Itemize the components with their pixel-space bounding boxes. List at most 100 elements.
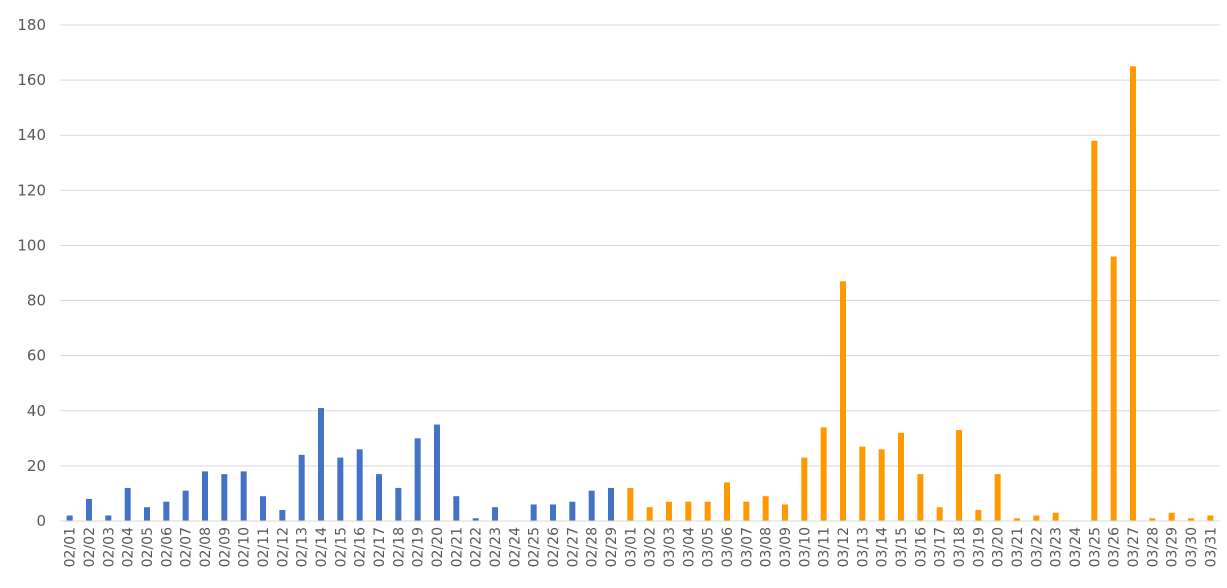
bar-03-26 <box>1110 256 1117 521</box>
x-tick-label: 02/14 <box>314 527 330 567</box>
x-tick-label: 03/19 <box>971 527 987 567</box>
bar-03-15 <box>898 432 904 521</box>
x-tick-label: 03/04 <box>681 527 697 567</box>
bar-02-06 <box>163 501 170 521</box>
bar-02-02 <box>86 498 92 521</box>
bar-02-23 <box>492 507 498 521</box>
bar-03-23 <box>1052 512 1059 521</box>
x-tick-label: 02/09 <box>217 527 233 567</box>
gridlines <box>60 24 1220 467</box>
bar-03-11 <box>820 427 827 521</box>
x-tick-label: 03/11 <box>817 527 833 567</box>
bar-03-27 <box>1130 66 1136 521</box>
bar-03-09 <box>782 504 788 521</box>
bar-03-30 <box>1188 518 1194 521</box>
bar-02-11 <box>260 496 266 521</box>
bar-03-05 <box>704 501 711 521</box>
x-tick-label: 02/11 <box>256 527 272 567</box>
bar-02-03 <box>105 515 112 521</box>
y-tick-label: 20 <box>27 457 46 475</box>
x-tick-label: 03/31 <box>1203 527 1219 567</box>
bar-02-19 <box>414 438 421 521</box>
bar-02-08 <box>202 471 208 521</box>
bar-02-04 <box>124 487 131 521</box>
bar-03-14 <box>878 449 885 521</box>
bar-03-16 <box>917 474 924 521</box>
bar-03-21 <box>1014 518 1020 521</box>
x-tick-label: 03/23 <box>1049 527 1065 567</box>
bar-02-09 <box>221 474 228 521</box>
x-tick-label: 03/26 <box>1107 527 1123 567</box>
x-tick-label: 03/29 <box>1165 527 1181 567</box>
x-tick-label: 02/15 <box>333 527 349 567</box>
bars <box>66 66 1214 522</box>
bar-03-03 <box>666 501 672 521</box>
x-tick-label: 02/21 <box>449 527 465 567</box>
x-tick-label: 02/22 <box>469 527 485 567</box>
x-tick-label: 02/17 <box>372 527 388 567</box>
bar-03-17 <box>936 507 943 521</box>
bar-02-10 <box>240 471 247 521</box>
y-tick-label: 160 <box>17 71 46 89</box>
x-tick-label: 03/05 <box>701 527 717 567</box>
x-tick-label: 02/24 <box>507 527 523 567</box>
bar-03-13 <box>859 446 866 521</box>
y-tick-label: 60 <box>27 347 46 365</box>
bar-03-02 <box>646 507 653 521</box>
x-tick-label: 03/08 <box>759 527 775 567</box>
bar-02-29 <box>608 487 614 521</box>
x-tick-label: 03/12 <box>836 527 852 567</box>
x-tick-label: 02/25 <box>527 527 543 567</box>
x-tick-label: 02/18 <box>391 527 407 567</box>
bar-03-12 <box>840 281 846 521</box>
x-tick-label: 02/26 <box>546 527 562 567</box>
x-tick-label: 03/01 <box>623 527 639 567</box>
bar-02-25 <box>530 504 537 521</box>
bar-02-16 <box>356 449 363 521</box>
x-tick-label: 02/28 <box>585 527 601 567</box>
x-tick-label: 02/08 <box>198 527 214 567</box>
bar-02-05 <box>144 507 150 521</box>
bar-03-08 <box>762 496 769 521</box>
bar-03-01 <box>627 487 634 521</box>
x-tick-label: 03/25 <box>1087 527 1103 567</box>
bar-02-22 <box>472 518 479 521</box>
bar-02-18 <box>395 487 402 521</box>
x-tick-label: 03/06 <box>720 527 736 567</box>
x-tick-label: 03/20 <box>991 527 1007 567</box>
bar-02-26 <box>550 504 556 521</box>
y-tick-label: 140 <box>17 126 46 144</box>
x-tick-label: 02/10 <box>237 527 253 567</box>
x-tick-label: 03/10 <box>797 527 813 567</box>
bar-03-19 <box>975 509 982 521</box>
bar-02-01 <box>66 515 73 521</box>
bar-03-29 <box>1168 512 1175 521</box>
y-tick-label: 180 <box>17 16 46 34</box>
bar-02-07 <box>182 490 189 521</box>
x-tick-label: 02/29 <box>604 527 620 567</box>
bar-02-28 <box>588 490 595 521</box>
x-tick-label: 03/14 <box>875 527 891 567</box>
x-tick-label: 03/09 <box>778 527 794 567</box>
bar-02-17 <box>376 474 382 521</box>
x-tick-label: 03/22 <box>1029 527 1045 567</box>
y-axis-tick-labels: 0 20 40 60 80 100 120 140 160 180 <box>17 16 46 530</box>
bar-03-25 <box>1091 140 1098 522</box>
x-tick-label: 02/19 <box>411 527 427 567</box>
x-tick-label: 03/07 <box>739 527 755 567</box>
bar-02-20 <box>434 424 440 521</box>
x-tick-label: 03/28 <box>1145 527 1161 567</box>
bar-03-31 <box>1207 515 1214 521</box>
bar-02-12 <box>279 509 286 521</box>
x-tick-label: 03/30 <box>1184 527 1200 567</box>
x-tick-label: 03/15 <box>894 527 910 567</box>
bar-02-27 <box>569 501 576 521</box>
x-tick-label: 03/18 <box>952 527 968 567</box>
x-tick-label: 03/17 <box>933 527 949 567</box>
x-tick-label: 02/07 <box>179 527 195 567</box>
bar-03-07 <box>743 501 750 521</box>
x-tick-label: 03/13 <box>855 527 871 567</box>
bar-02-15 <box>337 457 344 521</box>
y-tick-label: 100 <box>17 236 46 254</box>
